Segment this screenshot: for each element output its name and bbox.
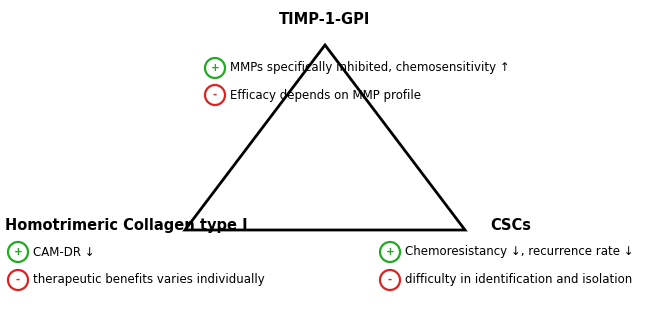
Text: +: +: [14, 247, 22, 257]
Text: CSCs: CSCs: [490, 218, 531, 233]
Text: Homotrimeric Collagen type I: Homotrimeric Collagen type I: [5, 218, 248, 233]
Text: MMPs specifically inhibited, chemosensitivity ↑: MMPs specifically inhibited, chemosensit…: [230, 61, 510, 74]
Text: Efficacy depends on MMP profile: Efficacy depends on MMP profile: [230, 88, 421, 101]
Text: TIMP-1-GPI: TIMP-1-GPI: [280, 12, 370, 27]
Text: -: -: [213, 90, 217, 100]
Text: difficulty in identification and isolation: difficulty in identification and isolati…: [405, 274, 632, 287]
Text: CAM-DR ↓: CAM-DR ↓: [33, 245, 95, 258]
Text: Chemoresistancy ↓, recurrence rate ↓: Chemoresistancy ↓, recurrence rate ↓: [405, 245, 634, 258]
Text: +: +: [385, 247, 395, 257]
Text: -: -: [16, 275, 20, 285]
Text: therapeutic benefits varies individually: therapeutic benefits varies individually: [33, 274, 265, 287]
Text: -: -: [388, 275, 392, 285]
Text: +: +: [211, 63, 220, 73]
